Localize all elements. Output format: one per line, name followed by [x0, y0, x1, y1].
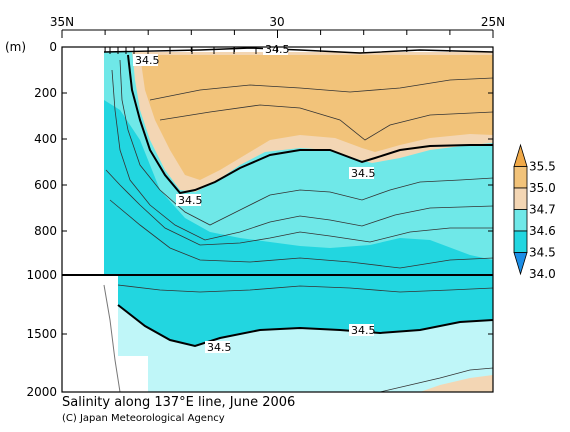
contour-line-8 [379, 367, 494, 393]
y-ticks [62, 46, 493, 335]
contour-line-5 [149, 77, 494, 101]
contour-label-1: 34.5 [263, 43, 290, 56]
contour-line-3 [105, 169, 493, 246]
contour-label-6: 34.5 [205, 341, 232, 354]
colorbar-label: 35.0 [529, 181, 556, 195]
chart-caption-title: Salinity along 137°E line, June 2006 [62, 395, 296, 410]
colorbar-labels: 35.5 35.0 34.7 34.6 34.5 34.0 [529, 160, 556, 282]
colorbar-segment [513, 230, 528, 253]
lower-panel: 34.5 34.5 [103, 275, 494, 393]
y-tick-label-600: 600 [34, 178, 57, 192]
colorbar-segment [513, 209, 528, 232]
colorbar-segments [513, 143, 528, 276]
x-tick-label-35n: 35N [50, 15, 74, 29]
y-tick-labels: 0 200 400 600 800 1000 1500 2000 [26, 40, 57, 399]
contour-line-6 [159, 104, 494, 141]
svg-text:34.5: 34.5 [135, 54, 160, 67]
station-ticks [109, 47, 257, 54]
colorbar-label: 35.5 [529, 160, 556, 174]
colorbar: 35.5 35.0 34.7 34.6 34.5 34.0 [513, 143, 556, 282]
bottom-topography [103, 284, 121, 393]
colorbar-segment [513, 166, 528, 189]
colorbar-segment [513, 187, 528, 210]
y-unit-label: (m) [5, 40, 26, 54]
svg-text:34.5: 34.5 [351, 324, 376, 337]
contour-line-7 [117, 284, 494, 293]
chart-caption-credit: (C) Japan Meteorological Agency [62, 413, 225, 424]
upper-fill-core [140, 55, 493, 180]
x-tick-label-25n: 25N [481, 15, 505, 29]
y-tick-label-2000: 2000 [26, 385, 57, 399]
lower-fill-deep [118, 276, 493, 346]
y-tick-label-1000: 1000 [26, 268, 57, 282]
x-tick-label-30: 30 [269, 15, 284, 29]
x-tick-labels: 35N 30 25N [50, 15, 505, 29]
colorbar-label: 34.0 [529, 267, 556, 281]
contour-label-3: 34.5 [349, 167, 376, 180]
colorbar-label: 34.6 [529, 224, 556, 238]
contour-line-surface [103, 47, 494, 54]
y-tick-label-0: 0 [49, 40, 57, 54]
contour-line-1 [119, 59, 494, 226]
colorbar-label: 34.7 [529, 203, 556, 217]
contour-label-5: 34.5 [349, 324, 376, 337]
y-tick-label-200: 200 [34, 86, 57, 100]
svg-text:34.5: 34.5 [207, 341, 232, 354]
axes: 35N 30 25N (m) 0 200 400 600 800 1000 15… [5, 15, 505, 399]
contour-line-4 [109, 199, 494, 269]
upper-panel: 34.5 34.5 34.5 34.5 [103, 43, 494, 275]
contour-34.5-lower [117, 304, 494, 348]
contour-label-2: 34.5 [133, 54, 160, 67]
colorbar-segment [513, 252, 528, 276]
contour-label-4: 34.5 [176, 194, 203, 207]
y-tick-label-1500: 1500 [26, 327, 57, 341]
contour-34.5-upper [127, 54, 493, 195]
lower-fill-rim [420, 375, 493, 392]
colorbar-label: 34.5 [529, 246, 556, 260]
svg-text:34.5: 34.5 [178, 194, 203, 207]
y-tick-label-800: 800 [34, 224, 57, 238]
colorbar-segment [513, 143, 528, 167]
contour-line-2 [111, 69, 494, 241]
y-tick-label-400: 400 [34, 132, 57, 146]
svg-text:34.5: 34.5 [351, 167, 376, 180]
